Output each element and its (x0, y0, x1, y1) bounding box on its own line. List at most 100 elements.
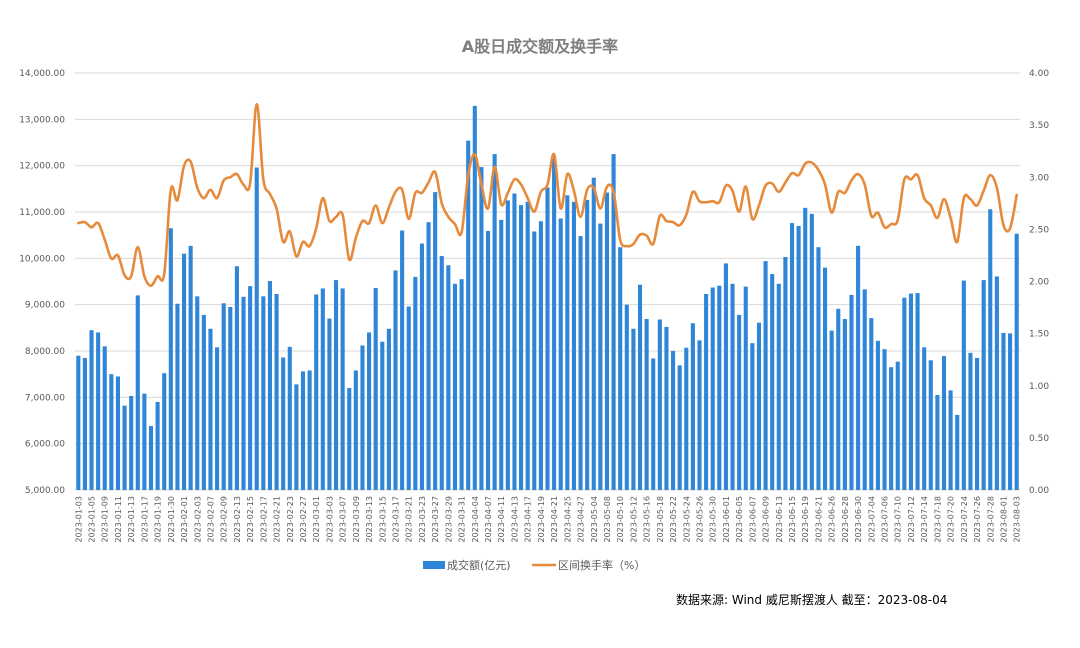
x-tick-label: 2023-02-15 (246, 496, 255, 543)
volume-bar (935, 395, 940, 490)
volume-bar (109, 374, 114, 490)
volume-bar (889, 367, 894, 490)
volume-bar (611, 154, 616, 491)
volume-bar (532, 231, 537, 490)
volume-bar (974, 357, 980, 490)
volume-bar (657, 319, 662, 490)
volume-bar (201, 314, 206, 490)
volume-bar (644, 319, 649, 490)
y-left-tick-label: 7,000.00 (25, 393, 65, 403)
x-tick-label: 2023-03-01 (312, 496, 321, 543)
x-tick-label: 2023-05-22 (669, 496, 678, 543)
x-tick-label: 2023-05-16 (643, 496, 652, 543)
x-tick-label: 2023-02-17 (259, 496, 268, 543)
volume-bar (624, 304, 629, 490)
turnover-line (77, 102, 1018, 287)
volume-bar (770, 274, 775, 490)
volume-bar (803, 207, 808, 490)
x-tick-label: 2023-04-27 (577, 496, 586, 543)
y-right-tick-label: 3.50 (1029, 121, 1049, 131)
y-left-tick-label: 14,000.00 (19, 69, 65, 79)
volume-bar (545, 187, 550, 490)
volume-bar (267, 281, 272, 490)
x-tick-label: 2023-05-24 (682, 496, 691, 543)
volume-bar (261, 296, 266, 490)
volume-bar (730, 283, 735, 490)
x-tick-label: 2023-06-21 (814, 496, 823, 543)
volume-bar (651, 358, 656, 490)
y-right-tick-label: 2.00 (1029, 278, 1049, 288)
y-right-tick-label: 0.00 (1029, 486, 1049, 496)
y-left-tick-label: 11,000.00 (19, 208, 65, 218)
volume-bar (585, 199, 590, 490)
y-left-tick-label: 9,000.00 (25, 301, 65, 311)
volume-bar (922, 347, 927, 490)
volume-bar (294, 384, 299, 490)
legend-bar-swatch (423, 561, 445, 569)
x-tick-label: 2023-06-26 (828, 496, 837, 543)
x-tick-label: 2023-04-25 (563, 496, 572, 543)
x-tick-label: 2023-07-04 (867, 496, 876, 543)
volume-bar (142, 393, 147, 490)
x-tick-label: 2023-08-03 (1013, 496, 1022, 543)
x-tick-label: 2023-04-07 (484, 496, 493, 543)
x-tick-label: 2023-01-30 (167, 496, 176, 543)
volume-bar (492, 154, 497, 491)
volume-bar (155, 401, 160, 490)
x-tick-label: 2023-01-05 (88, 496, 97, 543)
left-axis-ticks: 5,000.00 6,000.00 7,000.00 8,000.00 9,000.00… (19, 69, 65, 496)
volume-bar (446, 265, 451, 490)
volume-bar (135, 295, 140, 490)
x-tick-label: 2023-07-20 (947, 496, 956, 543)
volume-bar (168, 228, 173, 490)
x-tick-label: 2023-06-09 (762, 496, 771, 543)
x-tick-label: 2023-07-10 (894, 496, 903, 543)
volume-bar (525, 201, 530, 490)
volume-bar (671, 351, 676, 490)
x-tick-label: 2023-03-21 (405, 496, 414, 543)
volume-bar (221, 303, 226, 490)
x-axis-ticks: 2023-01-03 2023-01-05 2023-01-09 2023-01-11… (74, 496, 1021, 543)
x-tick-label: 2023-03-23 (418, 496, 427, 543)
volume-bar (875, 340, 880, 490)
volume-bar (320, 288, 325, 490)
x-tick-label: 2023-05-08 (603, 496, 612, 543)
chart-title: A股日成交额及换手率 (462, 37, 618, 56)
y-right-tick-label: 1.50 (1029, 330, 1049, 340)
volume-bar (419, 243, 424, 490)
volume-bar (426, 222, 431, 490)
volume-bar (393, 270, 398, 490)
x-tick-label: 2023-02-01 (180, 496, 189, 543)
volume-bar (836, 308, 841, 490)
volume-bar (307, 370, 312, 490)
volume-bar (300, 371, 306, 490)
x-tick-label: 2023-06-15 (788, 496, 797, 543)
volume-bar (287, 346, 292, 490)
volume-bar (1008, 333, 1013, 490)
x-tick-label: 2023-06-05 (735, 496, 744, 543)
volume-bar (360, 345, 365, 490)
volume-bar (413, 276, 418, 490)
volume-bar (499, 219, 504, 491)
volume-bar (664, 326, 669, 490)
x-tick-label: 2023-01-13 (127, 496, 136, 543)
volume-bar (333, 280, 339, 490)
volume-bar (776, 283, 781, 490)
x-tick-label: 2023-05-04 (590, 496, 599, 543)
y-left-tick-label: 13,000.00 (19, 115, 65, 125)
volume-bar (915, 293, 920, 490)
x-tick-label: 2023-07-12 (907, 496, 916, 543)
volume-bar (750, 343, 755, 490)
y-right-tick-label: 1.00 (1029, 382, 1049, 392)
volume-bar (115, 376, 121, 490)
volume-bar (789, 223, 795, 490)
volume-bar (281, 357, 286, 490)
x-tick-label: 2023-01-09 (101, 496, 110, 543)
x-tick-label: 2023-02-21 (273, 496, 282, 543)
x-tick-label: 2023-04-19 (537, 496, 546, 543)
x-tick-label: 2023-03-31 (458, 496, 467, 543)
legend-bar-label: 成交额(亿元) (447, 558, 511, 572)
volume-bar (102, 346, 107, 490)
y-right-tick-label: 2.50 (1029, 225, 1049, 235)
volume-bar (215, 347, 220, 490)
